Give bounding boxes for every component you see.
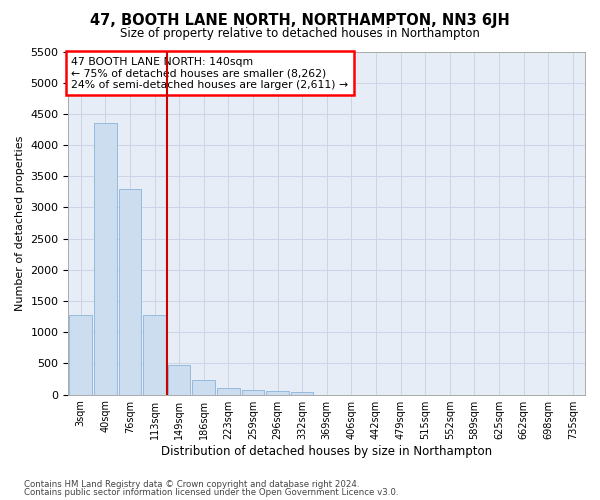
Text: 47, BOOTH LANE NORTH, NORTHAMPTON, NN3 6JH: 47, BOOTH LANE NORTH, NORTHAMPTON, NN3 6…	[90, 12, 510, 28]
Text: 47 BOOTH LANE NORTH: 140sqm
← 75% of detached houses are smaller (8,262)
24% of : 47 BOOTH LANE NORTH: 140sqm ← 75% of det…	[71, 56, 348, 90]
Bar	[70, 316, 92, 394]
Bar	[242, 390, 264, 394]
X-axis label: Distribution of detached houses by size in Northampton: Distribution of detached houses by size …	[161, 444, 492, 458]
Bar	[168, 364, 190, 394]
Bar	[143, 316, 166, 394]
Bar	[119, 188, 141, 394]
Text: Size of property relative to detached houses in Northampton: Size of property relative to detached ho…	[120, 28, 480, 40]
Y-axis label: Number of detached properties: Number of detached properties	[15, 136, 25, 310]
Bar	[94, 123, 116, 394]
Text: Contains public sector information licensed under the Open Government Licence v3: Contains public sector information licen…	[24, 488, 398, 497]
Bar	[193, 380, 215, 394]
Bar	[266, 391, 289, 394]
Text: Contains HM Land Registry data © Crown copyright and database right 2024.: Contains HM Land Registry data © Crown c…	[24, 480, 359, 489]
Bar	[291, 392, 313, 394]
Bar	[217, 388, 239, 394]
